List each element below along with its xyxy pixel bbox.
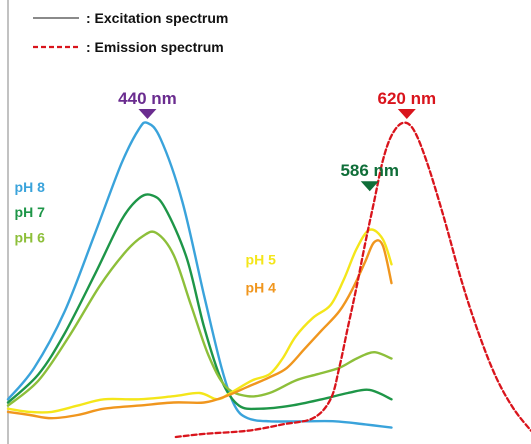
series-label-3: pH 5 (246, 251, 277, 267)
legend-emission-label: : Emission spectrum (86, 39, 224, 55)
peak-marker-triangle-0 (138, 109, 157, 119)
series-layer (6, 121, 531, 439)
peak-label-2: 586 nm (340, 161, 399, 180)
excitation-series-line-0 (6, 121, 393, 429)
emission-series-line-5 (174, 121, 531, 439)
peak-marker-triangle-1 (397, 109, 416, 119)
series-labels: pH 8 pH 7 pH 6 pH 5 pH 4 (15, 179, 277, 295)
peak-label-0: 440 nm (118, 89, 177, 108)
excitation-series-line-4 (6, 239, 393, 420)
legend: : Excitation spectrum : Emission spectru… (33, 10, 228, 55)
peak-markers: 440 nm 620 nm 586 nm (118, 89, 436, 192)
peak-label-1: 620 nm (377, 89, 436, 108)
series-label-4: pH 4 (246, 280, 277, 296)
excitation-series-line-1 (6, 193, 393, 411)
peak-marker-triangle-2 (360, 181, 379, 192)
excitation-series-line-3 (6, 228, 393, 414)
series-label-1: pH 7 (15, 204, 46, 220)
series-label-0: pH 8 (15, 179, 46, 195)
legend-excitation-label: : Excitation spectrum (86, 10, 228, 26)
series-label-2: pH 6 (15, 229, 46, 245)
